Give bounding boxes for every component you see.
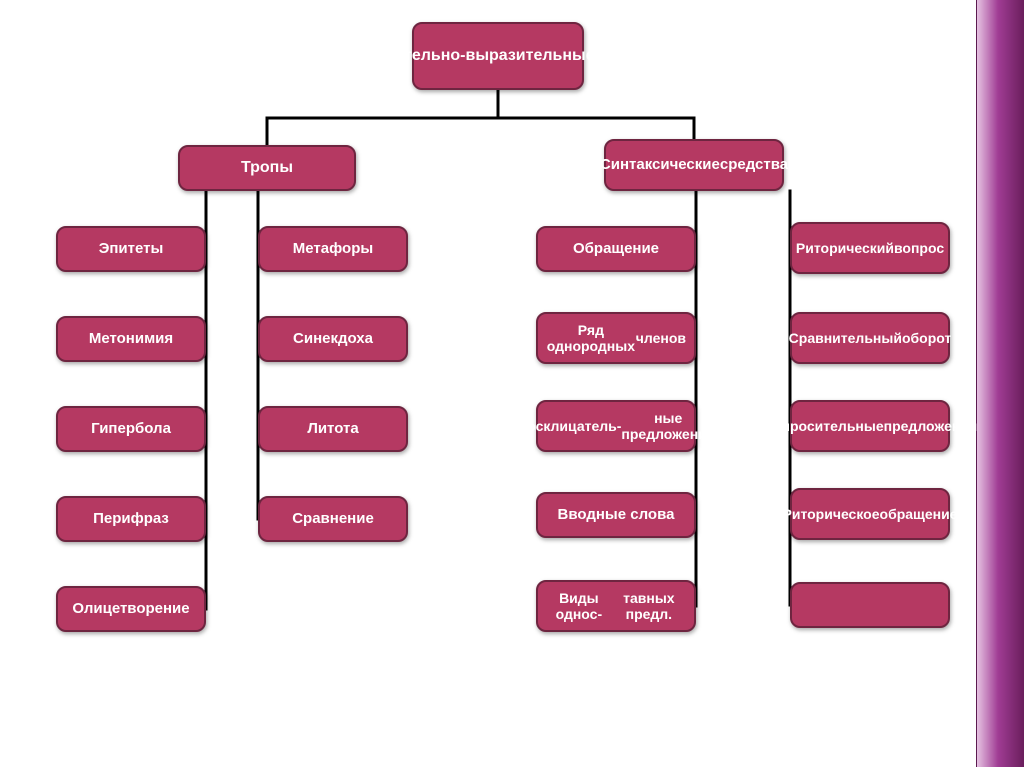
node-c4: Вводные слова — [536, 492, 696, 538]
node-d2: Сравнительныйоборот — [790, 312, 950, 364]
node-d4: Риторическоеобращение — [790, 488, 950, 540]
node-tropy: Тропы — [178, 145, 356, 191]
node-a5: Олицетворение — [56, 586, 206, 632]
node-a1: Эпитеты — [56, 226, 206, 272]
node-d3: Вопросительныепредложения — [790, 400, 950, 452]
node-root: Изобразительно-выразительныесредства — [412, 22, 584, 90]
node-syntax: Синтаксическиесредства — [604, 139, 784, 191]
node-b3: Литота — [258, 406, 408, 452]
node-c3: Восклицатель-ные предложения — [536, 400, 696, 452]
node-a3: Гипербола — [56, 406, 206, 452]
node-a2: Метонимия — [56, 316, 206, 362]
connector-lines — [0, 0, 1024, 767]
node-d5 — [790, 582, 950, 628]
node-c2: Ряд однородныхчленов — [536, 312, 696, 364]
node-d1: Риторическийвопрос — [790, 222, 950, 274]
node-b4: Сравнение — [258, 496, 408, 542]
node-b2: Синекдоха — [258, 316, 408, 362]
node-c1: Обращение — [536, 226, 696, 272]
node-c5: Виды однос-тавных предл. — [536, 580, 696, 632]
node-a4: Перифраз — [56, 496, 206, 542]
node-b1: Метафоры — [258, 226, 408, 272]
